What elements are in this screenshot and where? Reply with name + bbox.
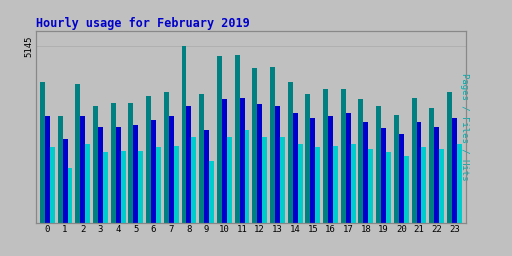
Bar [85, 144, 90, 223]
Text: Hourly usage for February 2019: Hourly usage for February 2019 [36, 17, 249, 29]
Bar [323, 89, 328, 223]
Bar [280, 137, 285, 223]
Bar [240, 98, 245, 223]
Bar [333, 146, 338, 223]
Bar [257, 104, 262, 223]
Bar [252, 68, 257, 223]
Bar [222, 99, 227, 223]
Bar [245, 130, 249, 223]
Bar [93, 106, 98, 223]
Bar [262, 137, 267, 223]
Bar [133, 125, 138, 223]
Bar [151, 120, 156, 223]
Bar [174, 146, 179, 223]
Bar [164, 92, 169, 223]
Bar [328, 116, 333, 223]
Bar [209, 161, 214, 223]
Bar [98, 127, 103, 223]
Bar [452, 118, 457, 223]
Bar [369, 149, 373, 223]
Bar [68, 168, 73, 223]
Bar [457, 144, 462, 223]
Bar [186, 106, 191, 223]
Y-axis label: Pages / Files / Hits: Pages / Files / Hits [460, 73, 468, 180]
Bar [234, 55, 240, 223]
Bar [412, 98, 417, 223]
Bar [80, 116, 85, 223]
Bar [394, 115, 399, 223]
Bar [315, 147, 321, 223]
Bar [191, 137, 197, 223]
Bar [146, 96, 151, 223]
Bar [50, 147, 55, 223]
Bar [358, 99, 364, 223]
Bar [129, 103, 133, 223]
Bar [341, 89, 346, 223]
Bar [204, 130, 209, 223]
Bar [116, 127, 121, 223]
Bar [305, 94, 310, 223]
Bar [181, 46, 186, 223]
Bar [75, 84, 80, 223]
Bar [399, 134, 404, 223]
Bar [58, 116, 62, 223]
Bar [351, 144, 356, 223]
Bar [111, 103, 116, 223]
Bar [364, 122, 369, 223]
Bar [346, 113, 351, 223]
Bar [376, 106, 381, 223]
Bar [227, 137, 232, 223]
Bar [293, 113, 297, 223]
Bar [381, 129, 386, 223]
Bar [40, 82, 45, 223]
Bar [288, 82, 293, 223]
Bar [447, 92, 452, 223]
Bar [439, 149, 444, 223]
Bar [275, 106, 280, 223]
Bar [156, 147, 161, 223]
Bar [62, 139, 68, 223]
Bar [169, 116, 174, 223]
Bar [103, 152, 108, 223]
Bar [138, 151, 143, 223]
Bar [429, 108, 434, 223]
Bar [404, 156, 409, 223]
Bar [297, 144, 303, 223]
Bar [121, 151, 125, 223]
Bar [45, 116, 50, 223]
Bar [421, 147, 426, 223]
Bar [217, 56, 222, 223]
Bar [434, 127, 439, 223]
Bar [199, 94, 204, 223]
Bar [417, 122, 421, 223]
Bar [310, 118, 315, 223]
Bar [270, 67, 275, 223]
Bar [386, 152, 391, 223]
